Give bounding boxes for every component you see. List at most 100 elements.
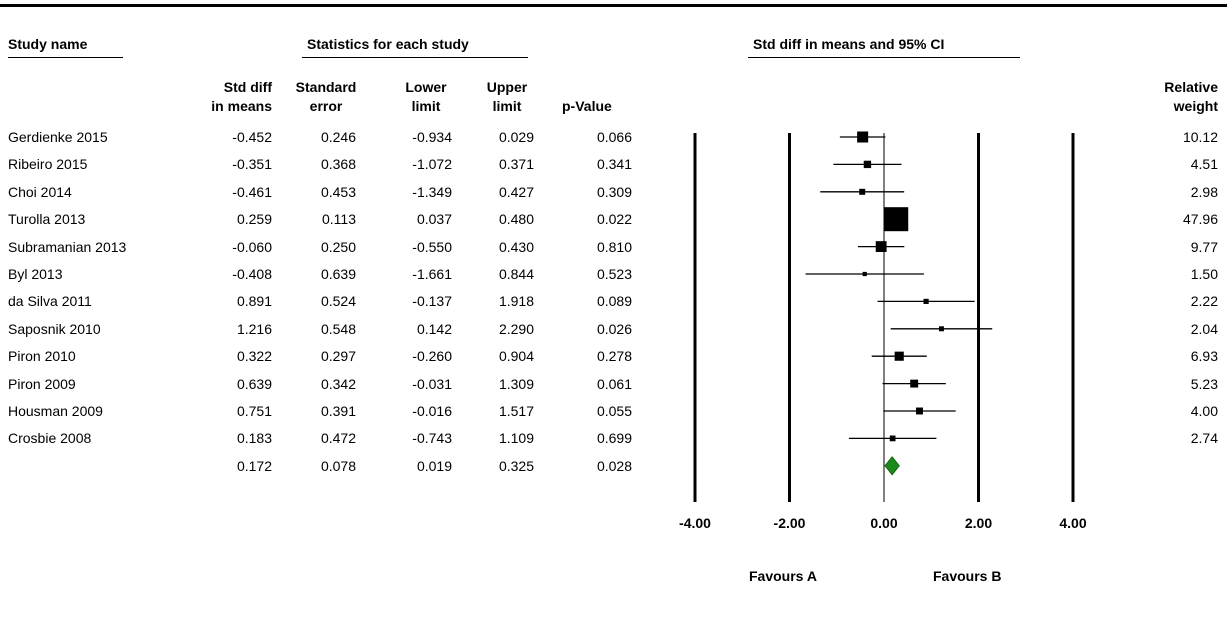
se-cell: 0.639 — [320, 266, 356, 282]
study-name-cell: Saposnik 2010 — [8, 320, 101, 337]
study-name-header: Study name — [8, 36, 88, 52]
x-tick-label: -4.00 — [679, 515, 711, 531]
upper-limit-cell: 1.517 — [498, 403, 534, 419]
se-cell: 0.524 — [320, 293, 356, 310]
study-name-cell: Turolla 2013 — [8, 211, 86, 228]
upper-limit-cell: 0.325 — [498, 457, 534, 474]
std-diff-cell: -0.060 — [232, 238, 272, 255]
p-value-cell: 0.022 — [596, 211, 632, 228]
lower-limit-cell: -0.743 — [412, 430, 452, 447]
effect-marker — [910, 379, 919, 388]
weight-cell: 4.51 — [1190, 156, 1218, 173]
p-value-cell: 0.026 — [596, 320, 632, 337]
upper-limit-cell: 0.844 — [498, 266, 534, 282]
weight-cell: 47.96 — [1182, 211, 1218, 228]
study-name-cell: Ribeiro 2015 — [8, 156, 88, 173]
p-value-cell: 0.066 — [596, 129, 632, 145]
study-name-cell: Subramanian 2013 — [8, 238, 127, 255]
std-diff-cell: 0.751 — [236, 403, 272, 419]
se-cell: 0.113 — [322, 211, 356, 228]
x-tick-label: 2.00 — [965, 515, 992, 531]
std-diff-cell: -0.408 — [232, 266, 272, 282]
study-name-cell: Choi 2014 — [8, 183, 72, 200]
x-tick-label: 0.00 — [870, 515, 897, 531]
lower-limit-cell: 0.142 — [416, 320, 452, 337]
weight-cell: 5.23 — [1190, 375, 1218, 392]
weight-cell: 4.00 — [1190, 403, 1218, 419]
p-value-cell: 0.523 — [596, 266, 632, 282]
x-tick-label: 4.00 — [1059, 515, 1086, 531]
effect-marker — [863, 160, 872, 169]
weight-cell: 2.74 — [1190, 430, 1218, 447]
lower-limit-cell: -0.934 — [412, 129, 452, 145]
study-name-cell: Byl 2013 — [8, 266, 63, 282]
upper-limit-cell: 1.309 — [498, 375, 534, 392]
std-diff-cell: -0.452 — [232, 129, 272, 145]
study-name-cell: Housman 2009 — [8, 403, 103, 419]
x-tick-label: -2.00 — [774, 515, 806, 531]
p-value-cell: 0.028 — [596, 457, 632, 474]
upper-limit-cell: 0.480 — [498, 211, 534, 228]
effect-marker — [889, 435, 896, 442]
weight-cell: 1.50 — [1190, 266, 1218, 282]
study-name-underline — [8, 57, 123, 58]
std-diff-cell: -0.351 — [232, 156, 272, 173]
upper-limit-cell: 0.430 — [498, 238, 534, 255]
effect-marker — [875, 241, 887, 253]
statistics-header: Statistics for each study — [307, 36, 469, 52]
favours-left-label: Favours A — [749, 568, 817, 584]
upper-limit-cell: 0.371 — [498, 156, 534, 173]
col-upper-header: Upper limit — [486, 79, 528, 114]
weight-cell: 9.77 — [1190, 238, 1218, 255]
p-value-cell: 0.810 — [596, 238, 632, 255]
p-value-cell: 0.061 — [596, 375, 632, 392]
weight-cell: 2.22 — [1190, 293, 1218, 310]
upper-limit-cell: 1.109 — [498, 430, 534, 447]
lower-limit-cell: 0.037 — [416, 211, 452, 228]
se-cell: 0.297 — [320, 348, 356, 365]
study-name-cell: da Silva 2011 — [8, 293, 92, 310]
lower-limit-cell: -1.661 — [412, 266, 452, 282]
lower-limit-cell: -1.349 — [412, 183, 452, 200]
lower-limit-cell: -1.072 — [412, 156, 452, 173]
weight-cell: 2.04 — [1190, 320, 1218, 337]
col-std-diff-header: Std diff in means — [211, 79, 272, 114]
lower-limit-cell: -0.550 — [412, 238, 452, 255]
col-lower-header: Lower limit — [405, 79, 447, 114]
effect-marker — [916, 407, 923, 415]
upper-limit-cell: 0.029 — [498, 129, 534, 145]
p-value-cell: 0.341 — [596, 156, 632, 173]
se-cell: 0.246 — [320, 129, 356, 145]
upper-limit-cell: 0.427 — [498, 183, 534, 200]
effect-marker — [884, 207, 909, 232]
ci-header: Std diff in means and 95% CI — [753, 36, 945, 52]
ci-underline — [748, 57, 1020, 58]
summary-diamond — [884, 456, 900, 476]
col-p-header: p-Value — [562, 98, 612, 114]
p-value-cell: 0.699 — [596, 430, 632, 447]
study-name-cell: Piron 2009 — [8, 375, 76, 392]
lower-limit-cell: -0.260 — [412, 348, 452, 365]
se-cell: 0.453 — [320, 183, 356, 200]
study-name-cell: Gerdienke 2015 — [8, 129, 108, 145]
se-cell: 0.342 — [320, 375, 356, 392]
weight-cell: 6.93 — [1190, 348, 1218, 365]
lower-limit-cell: -0.137 — [412, 293, 452, 310]
upper-limit-cell: 2.290 — [498, 320, 534, 337]
effect-marker — [923, 298, 929, 304]
study-name-cell: Piron 2010 — [8, 348, 76, 365]
top-rule — [0, 4, 1227, 7]
upper-limit-cell: 0.904 — [498, 348, 534, 365]
std-diff-cell: 1.216 — [236, 320, 272, 337]
std-diff-cell: -0.461 — [232, 183, 272, 200]
se-cell: 0.078 — [320, 457, 356, 474]
lower-limit-cell: -0.016 — [412, 403, 452, 419]
se-cell: 0.250 — [320, 238, 356, 255]
se-cell: 0.391 — [320, 403, 356, 419]
std-diff-cell: 0.172 — [236, 457, 272, 474]
std-diff-cell: 0.183 — [236, 430, 272, 447]
col-se-header: Standard error — [295, 79, 357, 114]
lower-limit-cell: -0.031 — [412, 375, 452, 392]
p-value-cell: 0.309 — [596, 183, 632, 200]
